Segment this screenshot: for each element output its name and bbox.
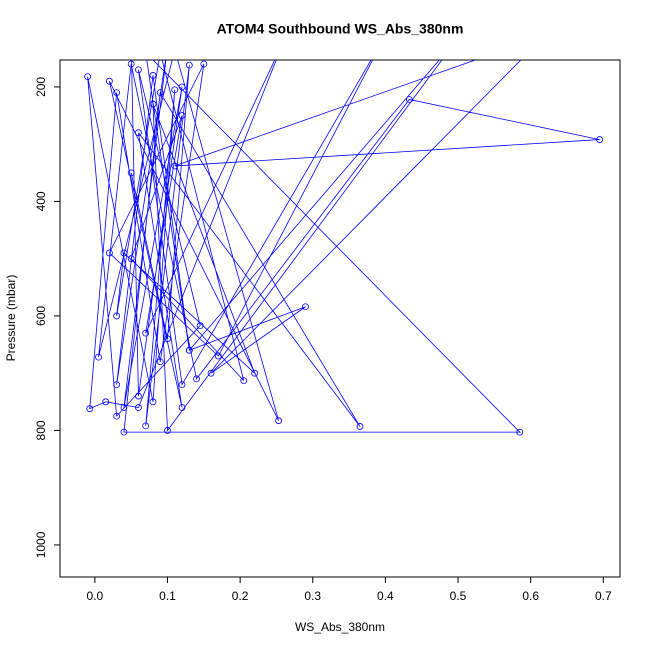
x-tick-label: 0.0 bbox=[87, 589, 104, 603]
data-point bbox=[171, 162, 179, 170]
data-point bbox=[113, 89, 121, 97]
x-tick-label: 0.6 bbox=[522, 589, 539, 603]
data-point bbox=[86, 405, 94, 413]
data-point bbox=[105, 77, 113, 85]
data-point bbox=[171, 86, 179, 94]
data-point bbox=[113, 381, 121, 389]
data-point bbox=[105, 249, 113, 257]
y-tick-label: 1000 bbox=[34, 531, 48, 558]
data-point bbox=[405, 96, 413, 103]
data-point bbox=[164, 335, 171, 343]
data-point bbox=[516, 428, 524, 436]
data-point bbox=[142, 329, 150, 337]
data-point bbox=[149, 398, 157, 406]
y-tick-label: 200 bbox=[34, 77, 48, 97]
data-point bbox=[196, 322, 204, 330]
data-point bbox=[542, 32, 548, 38]
y-tick-label: 400 bbox=[34, 191, 48, 211]
data-point bbox=[120, 404, 128, 411]
x-tick-label: 0.1 bbox=[159, 589, 176, 603]
data-point bbox=[596, 136, 604, 143]
x-tick-label: 0.5 bbox=[450, 589, 467, 603]
x-tick-label: 0.2 bbox=[232, 589, 249, 603]
data-point bbox=[240, 377, 248, 385]
data-point bbox=[156, 89, 164, 97]
y-axis-label: Pressure (mbar) bbox=[4, 275, 18, 362]
data-point bbox=[302, 303, 309, 311]
data-point bbox=[185, 61, 193, 69]
data-point bbox=[127, 255, 135, 263]
data-point bbox=[251, 369, 259, 377]
data-point bbox=[156, 358, 164, 366]
x-axis-label: WS_Abs_380nm bbox=[295, 620, 385, 634]
data-point bbox=[113, 312, 121, 320]
y-tick-label: 800 bbox=[34, 420, 48, 440]
data-point bbox=[172, 47, 178, 53]
data-point bbox=[142, 422, 150, 430]
data-point bbox=[135, 392, 142, 400]
data-point bbox=[135, 66, 142, 74]
data-point bbox=[149, 100, 157, 108]
data-point bbox=[113, 412, 121, 420]
data-point bbox=[193, 375, 200, 383]
data-point bbox=[127, 169, 135, 177]
data-point bbox=[214, 352, 222, 360]
data-point bbox=[135, 129, 142, 137]
data-point bbox=[157, 50, 163, 56]
y-tick-label: 600 bbox=[34, 306, 48, 326]
data-point bbox=[356, 423, 364, 430]
chart-title: ATOM4 Southbound WS_Abs_380nm bbox=[217, 21, 464, 37]
data-point bbox=[178, 83, 186, 91]
x-tick-label: 0.3 bbox=[304, 589, 321, 603]
data-point bbox=[143, 50, 149, 56]
x-tick-label: 0.7 bbox=[595, 589, 612, 603]
plot-frame bbox=[59, 59, 621, 578]
data-point bbox=[128, 38, 134, 44]
data-point bbox=[164, 44, 170, 50]
data-point bbox=[178, 112, 186, 119]
data-point bbox=[207, 369, 215, 377]
data-point bbox=[178, 404, 186, 411]
plot-area bbox=[84, 32, 604, 436]
x-tick-label: 0.4 bbox=[377, 589, 394, 603]
data-point bbox=[127, 60, 135, 68]
data-point bbox=[149, 72, 157, 79]
data-point bbox=[281, 38, 287, 44]
data-point bbox=[185, 346, 193, 354]
data-point bbox=[95, 353, 102, 361]
data-point bbox=[84, 73, 92, 81]
data-point bbox=[120, 249, 128, 257]
data-point bbox=[102, 398, 110, 406]
data-point bbox=[164, 427, 171, 434]
data-line bbox=[87, 60, 600, 433]
data-point bbox=[200, 60, 208, 68]
data-point bbox=[275, 417, 283, 425]
data-point bbox=[120, 428, 128, 436]
data-point bbox=[178, 381, 186, 389]
data-point bbox=[135, 404, 142, 411]
